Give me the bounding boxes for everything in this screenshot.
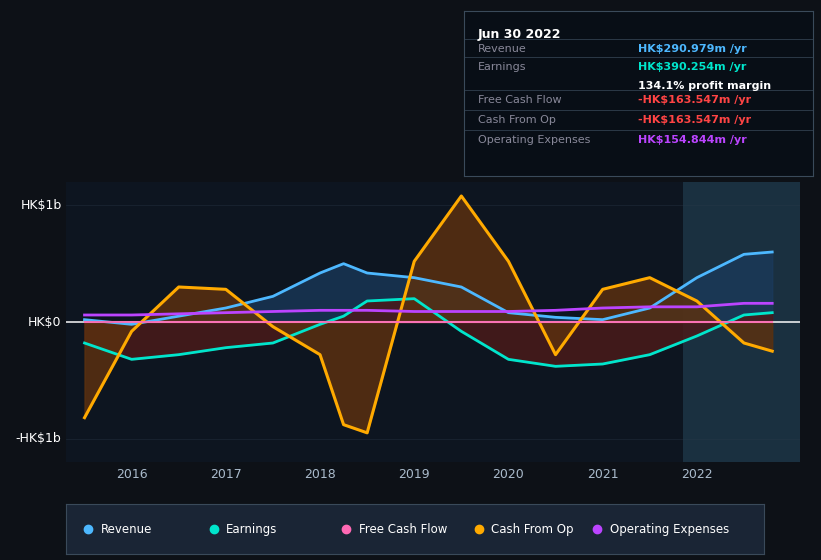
Text: Cash From Op: Cash From Op <box>478 115 556 125</box>
Text: Jun 30 2022: Jun 30 2022 <box>478 28 562 41</box>
Text: Revenue: Revenue <box>478 44 526 54</box>
Text: HK$0: HK$0 <box>28 315 62 329</box>
Text: Free Cash Flow: Free Cash Flow <box>359 522 447 536</box>
Text: -HK$1b: -HK$1b <box>16 432 62 445</box>
Text: -HK$163.547m /yr: -HK$163.547m /yr <box>639 115 751 125</box>
Text: Earnings: Earnings <box>227 522 277 536</box>
Text: HK$390.254m /yr: HK$390.254m /yr <box>639 62 747 72</box>
Text: Free Cash Flow: Free Cash Flow <box>478 95 562 105</box>
Text: HK$154.844m /yr: HK$154.844m /yr <box>639 135 747 145</box>
Text: Operating Expenses: Operating Expenses <box>610 522 729 536</box>
Text: HK$290.979m /yr: HK$290.979m /yr <box>639 44 747 54</box>
Text: Revenue: Revenue <box>101 522 152 536</box>
Text: HK$1b: HK$1b <box>21 199 62 212</box>
Text: 134.1% profit margin: 134.1% profit margin <box>639 81 772 91</box>
Text: Earnings: Earnings <box>478 62 526 72</box>
Text: -HK$163.547m /yr: -HK$163.547m /yr <box>639 95 751 105</box>
Bar <box>683 182 800 462</box>
Text: Operating Expenses: Operating Expenses <box>478 135 590 145</box>
Text: Cash From Op: Cash From Op <box>491 522 574 536</box>
